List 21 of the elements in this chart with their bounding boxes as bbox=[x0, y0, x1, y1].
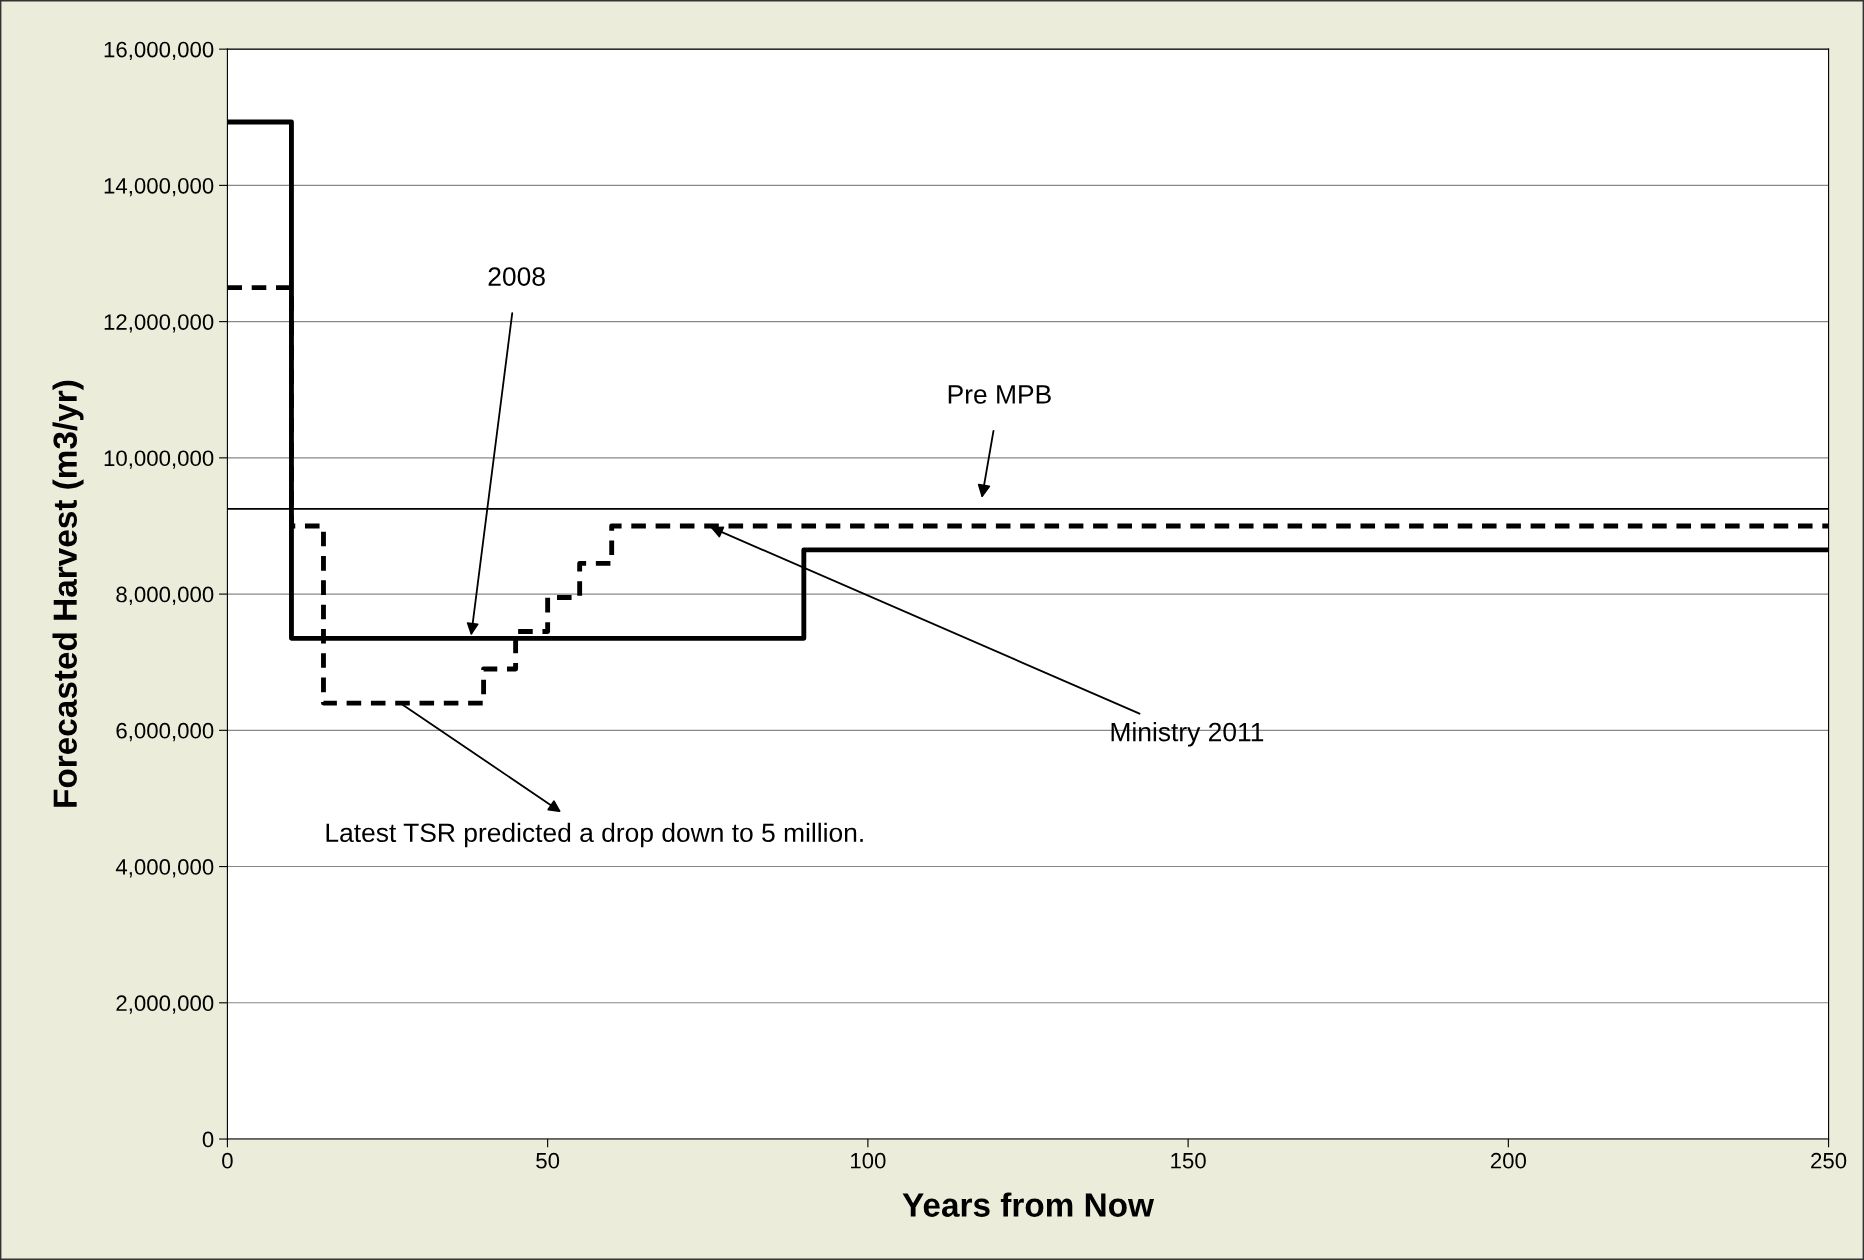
y-tick-label: 16,000,000 bbox=[104, 41, 214, 61]
annotation: 2008 bbox=[488, 267, 545, 286]
annotation: Latest TSR predicted a drop down to 5 million. bbox=[326, 822, 863, 848]
x-tick-label: 150 bbox=[1171, 1152, 1206, 1169]
x-tick-label: 250 bbox=[1811, 1152, 1847, 1169]
x-axis-title: Years from Now bbox=[902, 1192, 1155, 1217]
x-tick-label: 200 bbox=[1490, 1152, 1527, 1169]
y-tick-label: 0 bbox=[202, 1131, 214, 1148]
annotation: Ministry 2011 bbox=[1111, 722, 1264, 747]
y-tick-label: 2,000,000 bbox=[116, 995, 214, 1014]
y-tick-label: 12,000,000 bbox=[104, 314, 214, 333]
ref-line-label: Pre MPB bbox=[948, 385, 1051, 404]
y-tick-label: 10,000,000 bbox=[104, 450, 214, 469]
y-axis-title: Forecasted Harvest (m3/yr) bbox=[52, 380, 84, 807]
y-tick-label: 4,000,000 bbox=[115, 859, 214, 878]
x-tick-label: 100 bbox=[851, 1152, 886, 1169]
x-tick-label: 50 bbox=[536, 1152, 560, 1169]
y-tick-label: 8,000,000 bbox=[116, 586, 214, 605]
y-tick-label: 6,000,000 bbox=[116, 722, 214, 742]
x-tick-label: 0 bbox=[222, 1152, 233, 1169]
y-tick-label: 14,000,000 bbox=[104, 177, 214, 197]
